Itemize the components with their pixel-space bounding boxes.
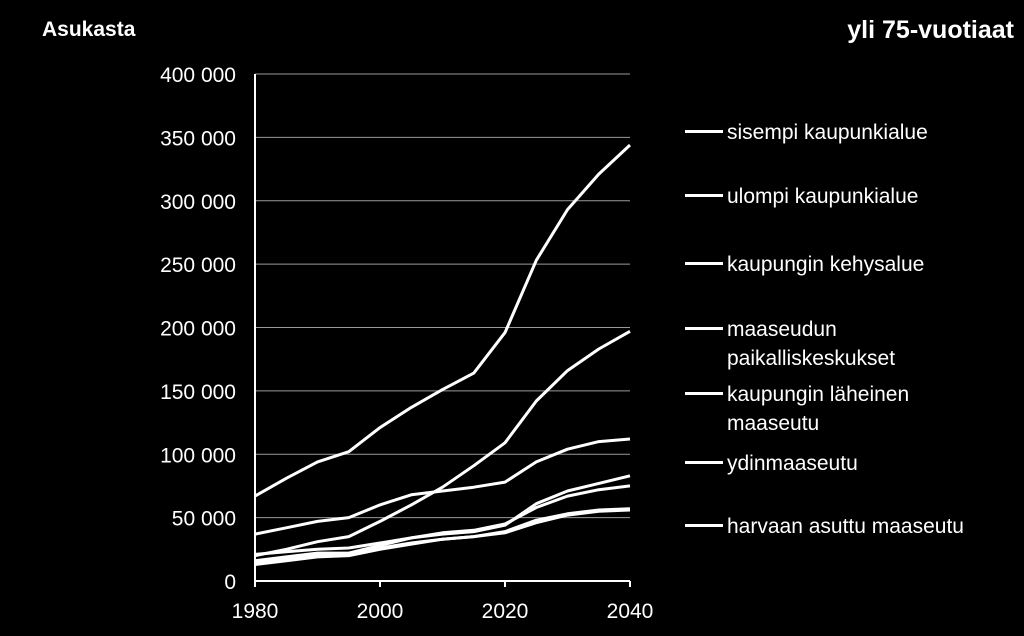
legend-item: harvaan asuttu maaseutu — [685, 512, 964, 541]
legend-item: kaupungin kehysalue — [685, 250, 924, 279]
legend-swatch — [685, 461, 723, 464]
y-tick-label: 0 — [224, 571, 236, 594]
y-tick-label: 50 000 — [172, 508, 236, 531]
x-tick-label: 2000 — [357, 600, 404, 623]
series-line — [254, 507, 631, 564]
series-line — [254, 143, 632, 498]
series-line — [254, 474, 631, 556]
legend-label: maaseudun paikalliskeskukset — [727, 318, 896, 370]
legend-label: kaupungin läheinen maaseutu — [727, 383, 910, 435]
legend-item: kaupungin läheinen maaseutu — [685, 380, 957, 438]
legend-swatch — [685, 194, 723, 197]
legend-label: kaupungin kehysalue — [727, 253, 925, 276]
series-line — [254, 329, 631, 558]
series-line — [254, 437, 631, 536]
x-tick-labels: 1980 2000 2020 2040 — [232, 581, 654, 623]
y-tick-label: 150 000 — [160, 381, 236, 404]
legend-label: harvaan asuttu maaseutu — [727, 515, 964, 538]
y-tick-labels: 0 50 000 100 000 150 000 200 000 250 000 300 0… — [160, 64, 236, 594]
y-tick-label: 350 000 — [160, 127, 236, 150]
series-lines — [254, 143, 632, 566]
x-tick-label: 2020 — [482, 600, 529, 623]
legend-item: ydinmaaseutu — [685, 449, 858, 478]
x-tick-label: 1980 — [232, 600, 279, 623]
y-tick-label: 100 000 — [160, 444, 236, 467]
legend-item: maaseudun paikalliskeskukset — [685, 315, 957, 373]
legend-label: sisempi kaupunkialue — [727, 121, 928, 144]
legend-label: ulompi kaupunkialue — [727, 185, 919, 208]
y-tick-label: 200 000 — [160, 318, 236, 341]
x-tick-label: 2040 — [607, 600, 654, 623]
chart-title: yli 75-vuotiaat — [847, 16, 1014, 44]
legend-swatch — [685, 327, 723, 330]
legend-swatch — [685, 262, 723, 265]
legend-swatch — [685, 524, 723, 527]
legend-swatch — [685, 392, 723, 395]
y-tick-label: 250 000 — [160, 254, 236, 277]
legend-swatch — [685, 130, 723, 133]
gridlines — [254, 73, 630, 582]
legend-label: ydinmaaseutu — [727, 452, 858, 475]
y-tick-label: 300 000 — [160, 191, 236, 214]
y-tick-label: 400 000 — [160, 64, 236, 87]
legend-item: sisempi kaupunkialue — [685, 118, 928, 147]
legend-item: ulompi kaupunkialue — [685, 182, 918, 211]
y-axis-label: Asukasta — [42, 18, 136, 41]
